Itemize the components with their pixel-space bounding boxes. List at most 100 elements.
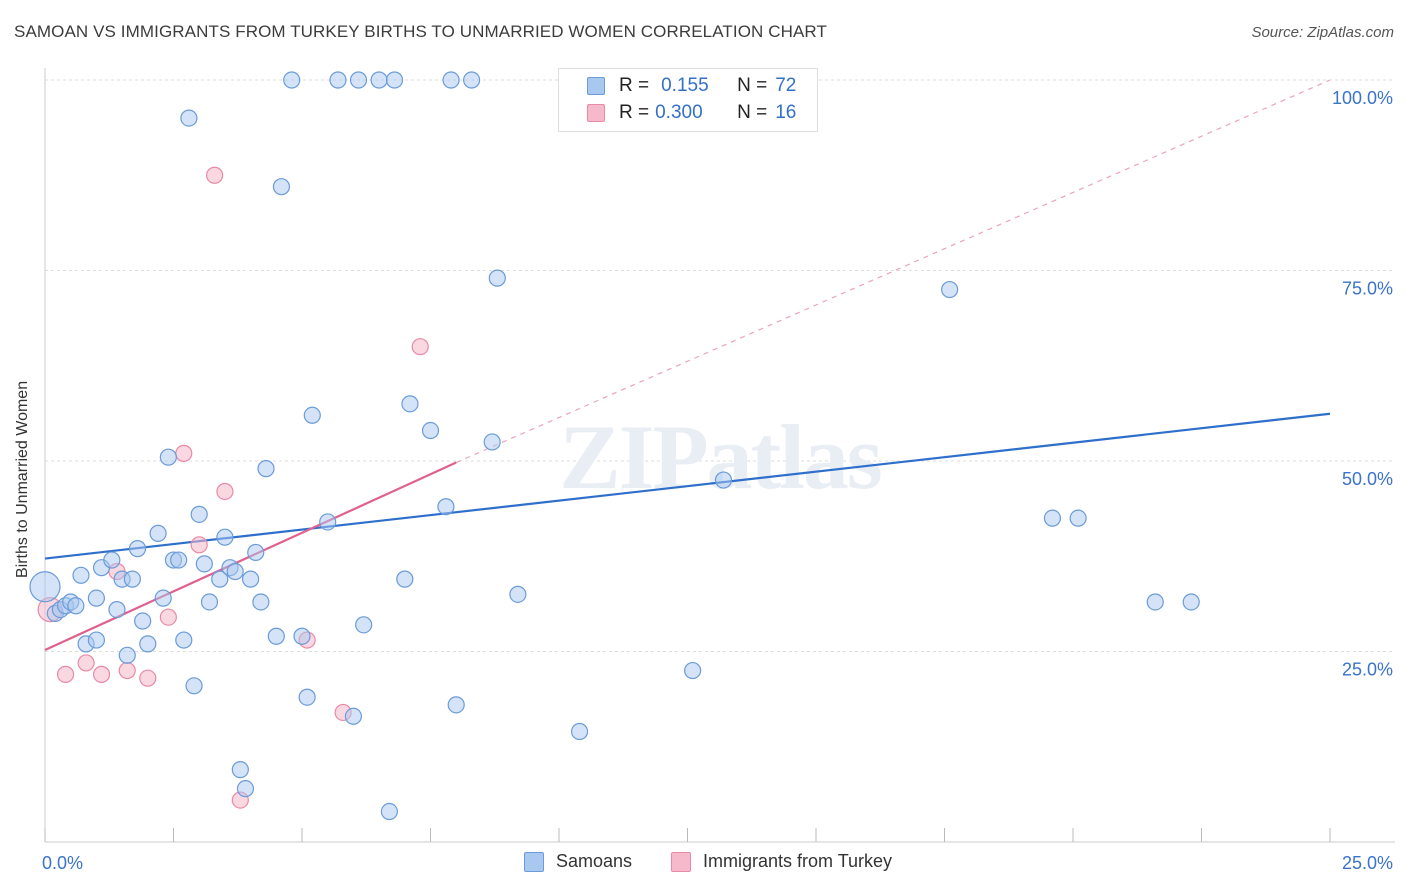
point-samoans: [463, 71, 481, 89]
point-samoans: [195, 555, 213, 573]
point-turkey: [159, 608, 177, 626]
point-samoans: [231, 761, 249, 779]
point-samoans: [303, 406, 321, 424]
point-samoans: [1146, 593, 1164, 611]
point-samoans: [108, 600, 126, 619]
point-samoans: [242, 570, 260, 588]
point-samoans: [298, 688, 316, 706]
point-samoans: [483, 433, 501, 451]
point-samoans: [329, 71, 347, 89]
y-tick-label: 75.0%: [1342, 279, 1393, 299]
point-samoans: [67, 597, 85, 615]
point-samoans: [159, 448, 177, 466]
point-turkey: [216, 482, 234, 501]
point-turkey: [206, 166, 224, 184]
legend-row-turkey: R = 0.300 N = 16: [619, 102, 796, 124]
point-samoans: [1043, 509, 1062, 527]
tick-labels: 25.0% 50.0% 75.0% 100.0% 0.0% 25.0%: [42, 88, 1393, 873]
point-samoans: [190, 505, 208, 523]
point-samoans: [180, 109, 198, 127]
point-samoans: [283, 71, 301, 89]
r-label: R =: [619, 75, 650, 96]
point-samoans: [447, 696, 465, 714]
point-samoans: [149, 524, 167, 542]
point-turkey: [92, 665, 111, 683]
watermark: ZIPatlas: [559, 406, 881, 508]
point-samoans: [247, 543, 265, 562]
point-samoans: [175, 631, 193, 649]
point-samoans: [103, 551, 121, 569]
point-samoans: [370, 71, 388, 89]
n-value: 16: [775, 102, 797, 123]
point-samoans: [267, 627, 285, 645]
n-value: 72: [775, 75, 797, 96]
axes: [44, 68, 1395, 843]
legend-item-samoans: Samoans: [524, 851, 632, 872]
x-tick-label: 25.0%: [1342, 853, 1393, 873]
trend-line-turkey-extension: [455, 79, 1331, 464]
point-samoans: [1069, 509, 1087, 527]
point-turkey: [175, 444, 193, 462]
point-samoans: [488, 269, 506, 287]
point-samoans: [396, 570, 414, 588]
y-tick-label: 25.0%: [1342, 660, 1393, 680]
point-samoans: [200, 593, 219, 611]
point-samoans: [319, 513, 337, 531]
y-tick-label: 50.0%: [1342, 469, 1393, 489]
r-label: R =: [619, 102, 650, 123]
point-samoans: [72, 566, 90, 584]
point-samoans: [139, 635, 157, 653]
n-label: N =: [737, 75, 768, 96]
chart-title: SAMOAN VS IMMIGRANTS FROM TURKEY BIRTHS …: [14, 22, 827, 41]
point-samoans: [355, 616, 373, 634]
point-samoans: [211, 570, 229, 588]
r-value: 0.300: [655, 102, 703, 123]
source-label: Source: ZipAtlas.com: [1251, 24, 1394, 41]
point-samoans: [684, 661, 702, 680]
point-samoans: [714, 471, 733, 489]
point-samoans: [257, 460, 275, 478]
point-samoans: [185, 677, 203, 695]
legend-swatch-samoans: [587, 77, 605, 95]
point-samoans: [87, 589, 106, 607]
trend-line-samoans: [44, 412, 1331, 560]
point-turkey: [411, 338, 429, 356]
point-turkey: [118, 661, 136, 680]
n-label: N =: [737, 102, 768, 123]
legend-swatch-turkey: [587, 104, 605, 122]
point-samoans: [170, 551, 188, 569]
point-samoans: [123, 570, 141, 588]
point-samoans: [134, 612, 152, 630]
point-samoans: [29, 571, 61, 603]
point-turkey: [56, 665, 75, 683]
point-samoans: [421, 421, 440, 440]
y-axis-label: Births to Unmarried Women: [14, 380, 31, 578]
point-samoans: [293, 627, 311, 645]
point-samoans: [437, 498, 455, 516]
series-legend: Samoans Immigrants from Turkey: [0, 851, 1406, 877]
point-samoans: [941, 280, 959, 299]
point-turkey: [77, 654, 95, 672]
y-tick-label: 100.0%: [1332, 88, 1393, 108]
point-samoans: [344, 707, 362, 725]
r-value: 0.155: [661, 75, 709, 96]
point-samoans: [154, 589, 172, 607]
turkey-label: Immigrants from Turkey: [703, 851, 893, 871]
grid-lines: [45, 79, 1395, 652]
point-turkey: [139, 669, 157, 687]
point-samoans: [226, 562, 244, 581]
point-samoans: [118, 646, 136, 664]
point-samoans: [1182, 593, 1200, 611]
point-samoans: [401, 395, 419, 413]
point-samoans: [380, 802, 398, 821]
samoans-label: Samoans: [556, 851, 633, 871]
point-samoans: [509, 585, 527, 603]
point-samoans: [272, 178, 291, 196]
point-turkey: [190, 536, 208, 554]
point-samoans: [128, 540, 147, 558]
point-samoans: [216, 528, 234, 546]
samoans-swatch: [524, 851, 544, 872]
correlation-legend: R = 0.155 N = 72 R = 0.300 N = 16: [558, 68, 818, 132]
x-tick-label: 0.0%: [42, 853, 83, 873]
